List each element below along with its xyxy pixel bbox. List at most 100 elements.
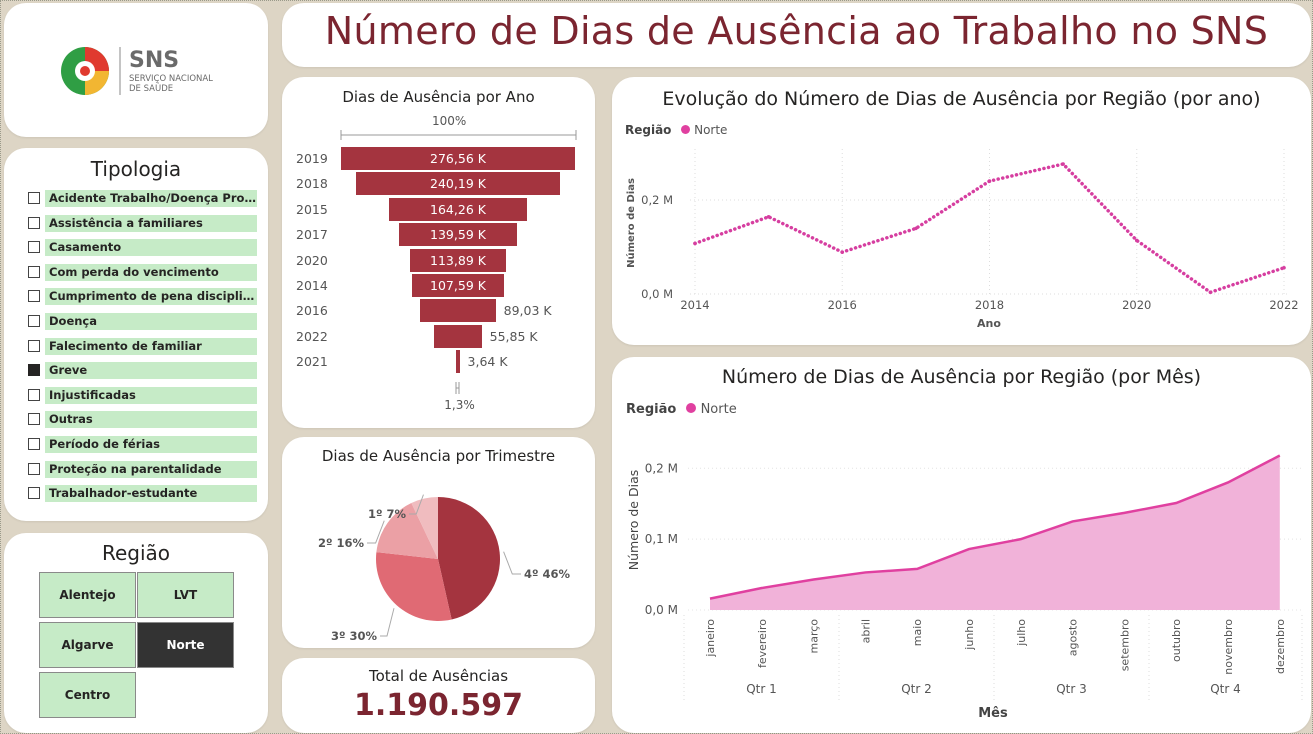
- area-quarter-label: Qtr 1: [746, 682, 777, 696]
- tipologia-item[interactable]: Casamento: [28, 239, 263, 257]
- line-point[interactable]: [693, 241, 697, 246]
- tipologia-item[interactable]: Injustificadas: [28, 386, 263, 404]
- tipologia-checkbox[interactable]: [28, 364, 40, 377]
- tipologia-item[interactable]: Falecimento de familiar: [28, 337, 263, 355]
- pie-leader-line: [503, 551, 521, 575]
- tipologia-checkbox[interactable]: [28, 315, 40, 327]
- area-line-norte[interactable]: [709, 454, 1281, 600]
- sns-logo: SNS SERVIÇO NACIONAL DE SAÚDE: [61, 47, 213, 95]
- regiao-tile-centro[interactable]: Centro: [39, 672, 136, 718]
- line-x-label: Ano: [977, 317, 1001, 330]
- area-x-tick: julho: [1015, 619, 1028, 647]
- regiao-tile-algarve[interactable]: Algarve: [39, 622, 136, 668]
- area-x-tick: novembro: [1222, 619, 1235, 675]
- tipologia-item[interactable]: Assistência a familiares: [28, 214, 263, 232]
- tipologia-checkbox[interactable]: [28, 216, 40, 229]
- funnel-bar[interactable]: [456, 350, 460, 374]
- tipologia-checkbox[interactable]: [28, 462, 40, 475]
- line-point[interactable]: [1061, 162, 1065, 166]
- line-point[interactable]: [1282, 265, 1286, 270]
- pie-title: Dias de Ausência por Trimestre: [321, 447, 556, 465]
- pie-slice[interactable]: [376, 503, 438, 559]
- tipologia-checkbox[interactable]: [28, 290, 40, 303]
- regiao-slicer: Região Alentejo LVT Algarve Norte Centro: [4, 533, 268, 733]
- pie-slice[interactable]: [438, 497, 500, 620]
- pie-label: 4º 46%: [524, 567, 570, 581]
- tipologia-item-label: Injustificadas: [45, 386, 257, 404]
- page-title: Número de Dias de Ausência ao Trabalho n…: [324, 9, 1269, 53]
- line-point[interactable]: [1208, 290, 1213, 295]
- funnel-bar[interactable]: [412, 274, 504, 297]
- funnel-value-label: 55,85 K: [489, 328, 538, 344]
- tipologia-checkbox[interactable]: [28, 339, 40, 352]
- pie-slice[interactable]: [375, 552, 452, 621]
- tipologia-item[interactable]: Com perda do vencimento: [28, 263, 263, 281]
- regiao-tile-alentejo[interactable]: Alentejo: [39, 572, 136, 618]
- tipologia-slicer: Tipologia Acidente Trabalho/Doença Profi…: [4, 148, 268, 521]
- tipologia-item[interactable]: Doença: [28, 313, 263, 330]
- tipologia-item-label: Casamento: [45, 239, 257, 257]
- funnel-bar[interactable]: [420, 299, 496, 323]
- tipologia-checkbox[interactable]: [28, 438, 40, 450]
- sns-logo-icon: [61, 47, 109, 95]
- tipologia-checkbox[interactable]: [28, 413, 40, 426]
- tipologia-item-label: Cumprimento de pena disciplinar: [45, 288, 257, 306]
- funnel-bar[interactable]: [388, 197, 528, 221]
- tipologia-item[interactable]: Cumprimento de pena disciplinar: [28, 288, 263, 306]
- tipologia-checkbox[interactable]: [28, 241, 40, 254]
- area-x-label: Mês: [978, 706, 1008, 721]
- tipologia-checkbox[interactable]: [28, 388, 40, 401]
- logo-card: SNS SERVIÇO NACIONAL DE SAÚDE: [4, 3, 268, 137]
- tipologia-checkbox[interactable]: [28, 265, 40, 278]
- funnel-bar[interactable]: [341, 147, 575, 170]
- tipologia-item-label: Período de férias: [45, 436, 257, 453]
- pie-label: 3º 30%: [331, 629, 377, 643]
- tipologia-item-label: Falecimento de familiar: [45, 337, 257, 355]
- tipologia-item[interactable]: Acidente Trabalho/Doença Profiss...: [28, 190, 263, 207]
- funnel-bar[interactable]: [409, 248, 507, 272]
- tipologia-item[interactable]: Proteção na parentalidade: [28, 460, 263, 478]
- line-point[interactable]: [766, 214, 771, 219]
- funnel-bar[interactable]: [356, 172, 560, 196]
- tipologia-checkbox[interactable]: [28, 192, 40, 204]
- line-point[interactable]: [1134, 238, 1139, 243]
- line-point[interactable]: [914, 226, 918, 231]
- regiao-title: Região: [101, 541, 171, 565]
- funnel-value-label: 3,64 K: [467, 354, 508, 370]
- funnel-top-bracket: [340, 130, 577, 140]
- funnel-bar[interactable]: [398, 223, 518, 247]
- tipologia-item-label: Com perda do vencimento: [45, 263, 257, 281]
- area-title: Número de Dias de Ausência por Região (p…: [721, 366, 1202, 388]
- area-legend-title: Região: [626, 402, 677, 417]
- area-y-tick: 0,0 M: [645, 603, 678, 617]
- tipologia-item[interactable]: Greve: [28, 362, 263, 380]
- line-point[interactable]: [840, 250, 845, 254]
- tipologia-item[interactable]: Outras: [28, 411, 263, 429]
- funnel-category-label: 2015: [296, 201, 328, 217]
- regiao-tile-norte[interactable]: Norte: [137, 622, 234, 668]
- regiao-tile-lvt[interactable]: LVT: [137, 572, 234, 618]
- tipologia-item[interactable]: Período de férias: [28, 436, 263, 453]
- tipologia-item[interactable]: Trabalhador-estudante: [28, 485, 263, 503]
- pie-slice[interactable]: [411, 497, 438, 559]
- area-quarter-label: Qtr 2: [901, 682, 932, 696]
- total-value: 1.190.597: [354, 688, 523, 723]
- funnel-bar[interactable]: [434, 324, 482, 348]
- tipologia-checkbox[interactable]: [28, 487, 40, 500]
- area-x-tick: fevereiro: [756, 619, 769, 668]
- total-card: Total de Ausências 1.190.597: [282, 658, 595, 733]
- funnel-bottom-label: 1,3%: [444, 398, 475, 412]
- area-quarter-label: Qtr 3: [1056, 682, 1087, 696]
- line-point[interactable]: [987, 179, 992, 183]
- line-y-tick: 0,2 M: [641, 193, 673, 207]
- funnel-value-label: 113,89 K: [430, 252, 486, 268]
- funnel-value-label: 240,19 K: [430, 176, 486, 192]
- tipologia-item-label: Doença: [45, 313, 257, 330]
- pie-chart: 4º 46% 3º 30% 2º 16% 1º 7%: [318, 494, 570, 643]
- area-chart: 0,0 M 0,1 M 0,2 M janeiro fevereiro março abri…: [626, 454, 1303, 721]
- tipologia-item-label: Trabalhador-estudante: [45, 485, 257, 503]
- tipologia-item-label: Greve: [45, 362, 257, 380]
- line-title: Evolução do Número de Dias de Ausência p…: [662, 88, 1261, 110]
- line-legend-title: Região: [625, 123, 672, 137]
- area-fill-norte[interactable]: [710, 455, 1280, 610]
